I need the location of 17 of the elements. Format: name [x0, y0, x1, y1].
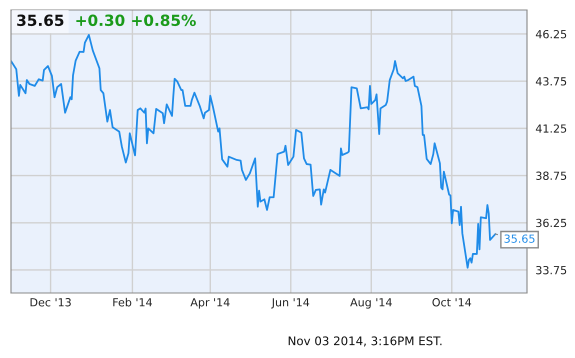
y-tick-label: 43.75 — [536, 77, 566, 86]
y-tick-label: 33.75 — [536, 266, 566, 274]
x-tick-label: Feb '14 — [113, 298, 152, 306]
y-tick-label: 46.25 — [536, 30, 566, 38]
y-tick-label: 36.25 — [536, 218, 566, 228]
text: Nov 03 2014, 3:16PM EST. — [288, 336, 442, 347]
x-tick-label: Apr '14 — [190, 298, 230, 309]
y-tick-label: 38.75 — [536, 172, 566, 180]
y-tick-label: 41.25 — [536, 124, 566, 133]
line-series — [11, 34, 496, 269]
annotation: 35.65 — [504, 234, 534, 243]
chart-subtitle: +0.30 +0.85% — [76, 14, 196, 26]
x-tick-label: Dec '13 — [30, 298, 71, 306]
x-tick-label: Jun '14 — [271, 298, 310, 309]
x-tick-label: Oct '14 — [432, 298, 472, 306]
x-tick-label: Aug '14 — [350, 298, 392, 309]
chart-title: 35.65 — [17, 14, 64, 26]
